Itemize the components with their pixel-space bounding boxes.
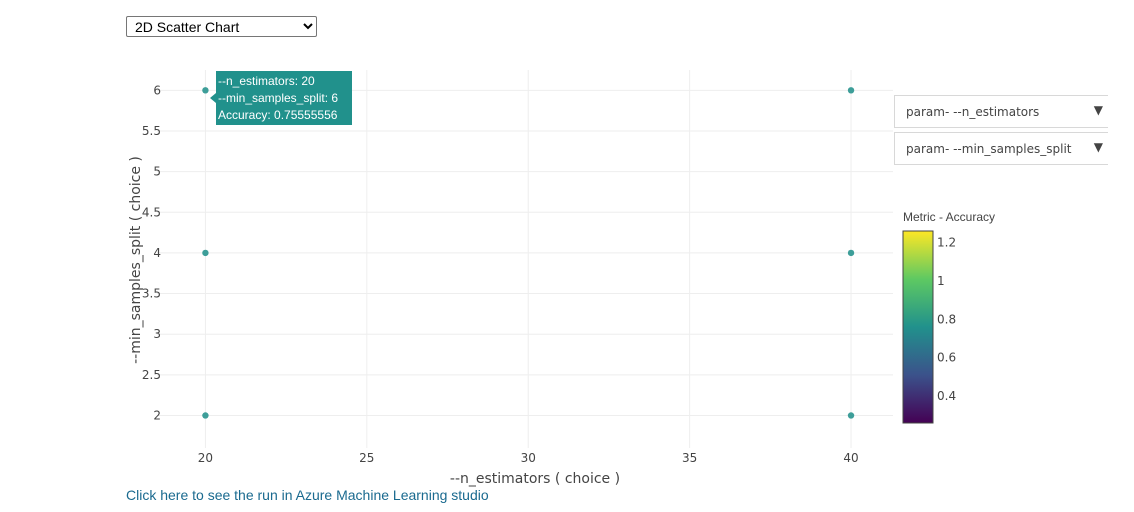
scatter-point[interactable] xyxy=(202,412,209,419)
tooltip-line-n-estimators: --n_estimators: 20 xyxy=(218,74,315,88)
y-tick-label: 3 xyxy=(153,327,161,341)
x-param-dropdown-label: param- --n_estimators xyxy=(906,105,1040,119)
tooltip-line-accuracy: Accuracy: 0.75555556 xyxy=(218,108,338,122)
colorbar: Metric - Accuracy 0.4 0.6 0.8 1 1.2 xyxy=(902,210,995,424)
caret-down-icon: ▼ xyxy=(1093,103,1103,117)
colorbar-tick-label: 0.8 xyxy=(937,312,956,326)
x-tick-label: 30 xyxy=(521,451,536,465)
colorbar-title: Metric - Accuracy xyxy=(903,210,995,224)
tooltip-background xyxy=(210,71,352,125)
colorbar-tick-label: 0.6 xyxy=(937,351,956,365)
y-param-dropdown-label: param- --min_samples_split xyxy=(906,142,1072,156)
x-tick-labels: 20 25 30 35 40 xyxy=(198,451,859,465)
scatter-point[interactable] xyxy=(847,412,855,419)
y-param-dropdown[interactable]: param- --min_samples_split ▼ xyxy=(894,132,1108,165)
scatter-point[interactable] xyxy=(202,249,209,257)
colorbar-tick-label: 1 xyxy=(937,274,945,288)
y-tick-label: 4 xyxy=(153,246,161,260)
y-tick-label: 2 xyxy=(153,408,161,422)
scatter-point[interactable] xyxy=(847,87,855,94)
colorbar-gradient xyxy=(902,230,934,424)
colorbar-tick-labels: 0.4 0.6 0.8 1 1.2 xyxy=(937,236,956,404)
x-tick-label: 40 xyxy=(843,451,858,465)
grid-lines xyxy=(157,70,893,448)
y-tick-label: 5 xyxy=(153,165,161,179)
x-tick-label: 35 xyxy=(682,451,697,465)
scatter-points xyxy=(202,87,855,419)
tooltip-line-min-samples-split: --min_samples_split: 6 xyxy=(218,91,338,105)
x-tick-label: 25 xyxy=(359,451,374,465)
y-tick-label: 5.5 xyxy=(142,124,161,138)
chart-type-select[interactable]: 2D Scatter Chart xyxy=(126,16,317,37)
y-axis-title: --min_samples_split ( choice ) xyxy=(128,156,144,364)
x-param-dropdown[interactable]: param- --n_estimators ▼ xyxy=(894,95,1108,128)
caret-down-icon: ▼ xyxy=(1093,140,1103,154)
y-tick-label: 2.5 xyxy=(142,368,161,382)
scatter-point[interactable] xyxy=(847,249,855,257)
x-axis-title: --n_estimators ( choice ) xyxy=(450,471,620,487)
y-tick-label: 3.5 xyxy=(142,287,161,301)
y-tick-label: 6 xyxy=(153,83,161,97)
azure-ml-studio-link[interactable]: Click here to see the run in Azure Machi… xyxy=(126,487,489,503)
y-tick-label: 4.5 xyxy=(142,205,161,219)
colorbar-tick-label: 0.4 xyxy=(937,389,956,403)
y-tick-labels: 2 2.5 3 3.5 4 4.5 5 5.5 6 xyxy=(142,83,161,422)
scatter-point[interactable] xyxy=(202,87,209,94)
x-tick-label: 20 xyxy=(198,451,213,465)
hover-tooltip: --n_estimators: 20 --min_samples_split: … xyxy=(210,71,352,125)
colorbar-tick-label: 1.2 xyxy=(937,236,956,250)
